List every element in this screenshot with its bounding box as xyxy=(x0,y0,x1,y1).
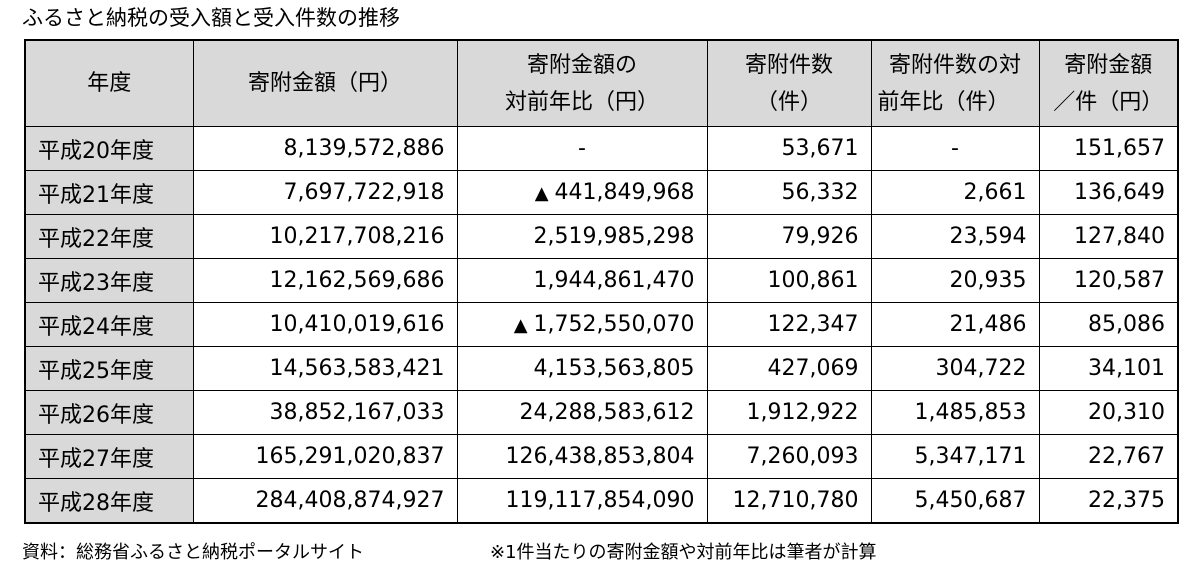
header-amount: 寄附金額（円） xyxy=(192,39,458,127)
amount-yoy-cell: ▲ 1,752,550,070 xyxy=(456,302,708,347)
per-item-cell: 22,375 xyxy=(1038,478,1179,524)
amount-yoy-cell: 126,438,853,804 xyxy=(456,434,708,479)
count-yoy-cell: 304,722 xyxy=(870,346,1040,391)
count-yoy-cell: - xyxy=(870,126,1040,171)
table-row: 平成25年度 14,563,583,421 4,153,563,805 427,069… xyxy=(24,346,1179,391)
count-cell: 427,069 xyxy=(706,346,872,391)
amount-yoy-value: 2,519,985,298 xyxy=(533,224,695,249)
year-cell: 平成25年度 xyxy=(24,346,194,391)
header-year-label: 年度 xyxy=(87,71,132,96)
table-row: 平成22年度 10,217,708,216 2,519,985,298 79,926 2… xyxy=(24,214,1179,259)
count-cell: 53,671 xyxy=(706,126,872,171)
count-yoy-cell: 21,486 xyxy=(870,302,1040,347)
amount-yoy-cell: 4,153,563,805 xyxy=(456,346,708,391)
header-count-line1: 寄附件数 xyxy=(744,52,833,78)
count-cell: 7,260,093 xyxy=(706,434,872,479)
year-cell: 平成21年度 xyxy=(24,170,194,215)
amount-cell: 7,697,722,918 xyxy=(192,170,458,215)
amount-cell: 284,408,874,927 xyxy=(192,478,458,524)
amount-yoy-value: 126,438,853,804 xyxy=(505,444,695,469)
footnote: ※1件当たりの寄附金額や対前年比は筆者が計算 xyxy=(490,542,877,563)
amount-cell: 8,139,572,886 xyxy=(192,126,458,171)
year-cell: 平成26年度 xyxy=(24,390,194,435)
per-item-cell: 85,086 xyxy=(1038,302,1179,347)
table-row: 平成21年度 7,697,722,918 ▲ 441,849,968 56,332 2,6… xyxy=(24,170,1179,215)
header-per-item: 寄附金額 ／件（円） xyxy=(1038,39,1179,127)
amount-cell: 165,291,020,837 xyxy=(192,434,458,479)
year-cell: 平成20年度 xyxy=(24,126,194,171)
header-count: 寄附件数 （件） xyxy=(706,39,872,127)
amount-cell: 38,852,167,033 xyxy=(192,390,458,435)
year-cell: 平成27年度 xyxy=(24,434,194,479)
table-row: 平成20年度 8,139,572,886-53,671-151,657 xyxy=(24,126,1179,171)
header-amount-label: 寄附金額（円） xyxy=(247,71,402,96)
table-row: 平成28年度 284,408,874,927 119,117,854,090 12,7… xyxy=(24,478,1179,524)
count-cell: 122,347 xyxy=(706,302,872,347)
per-item-cell: 34,101 xyxy=(1038,346,1179,391)
per-item-cell: 120,587 xyxy=(1038,258,1179,303)
year-cell: 平成28年度 xyxy=(24,478,194,524)
header-count-yoy-line1: 寄附件数の対 xyxy=(888,52,1021,78)
amount-yoy-value: 24,288,583,612 xyxy=(519,400,695,425)
header-row: 年度 寄附金額（円） 寄附金額の 対前年比（円） 寄附件数 （件） 寄附件数の対… xyxy=(24,39,1179,127)
amount-cell: 12,162,569,686 xyxy=(192,258,458,303)
per-item-cell: 151,657 xyxy=(1038,126,1179,171)
table-body: 平成20年度 8,139,572,886-53,671-151,657 平成21年度… xyxy=(24,126,1179,524)
furusato-nozei-table: 年度 寄附金額（円） 寄附金額の 対前年比（円） 寄附件数 （件） 寄附件数の対… xyxy=(24,39,1179,524)
table-row: 平成27年度 165,291,020,837 126,438,853,804 7,26… xyxy=(24,434,1179,479)
amount-yoy-cell: 24,288,583,612 xyxy=(456,390,708,435)
table-row: 平成23年度 12,162,569,686 1,944,861,470 100,861… xyxy=(24,258,1179,303)
decrease-marker-icon: ▲ xyxy=(513,315,528,336)
header-year: 年度 xyxy=(24,39,194,127)
header-count-yoy: 寄附件数の対 前年比（件） xyxy=(870,39,1040,127)
per-item-cell: 127,840 xyxy=(1038,214,1179,259)
header-amount-yoy-line2: 対前年比（円） xyxy=(504,89,659,115)
count-cell: 100,861 xyxy=(706,258,872,303)
count-cell: 1,912,922 xyxy=(706,390,872,435)
year-cell: 平成23年度 xyxy=(24,258,194,303)
per-item-cell: 136,649 xyxy=(1038,170,1179,215)
amount-yoy-cell: 2,519,985,298 xyxy=(456,214,708,259)
table-row: 平成26年度 38,852,167,033 24,288,583,612 1,912,… xyxy=(24,390,1179,435)
amount-yoy-value: 4,153,563,805 xyxy=(533,356,695,381)
amount-yoy-cell: 119,117,854,090 xyxy=(456,478,708,524)
count-yoy-cell: 2,661 xyxy=(870,170,1040,215)
amount-yoy-value: 1,944,861,470 xyxy=(533,268,695,293)
table-title: ふるさと納税の受入額と受入件数の推移 xyxy=(22,6,400,30)
count-yoy-cell: 23,594 xyxy=(870,214,1040,259)
count-cell: 56,332 xyxy=(706,170,872,215)
header-count-line2: （件） xyxy=(755,89,822,115)
per-item-cell: 20,310 xyxy=(1038,390,1179,435)
year-cell: 平成22年度 xyxy=(24,214,194,259)
count-yoy-cell: 1,485,853 xyxy=(870,390,1040,435)
header-amount-yoy: 寄附金額の 対前年比（円） xyxy=(456,39,708,127)
amount-yoy-value: 1,752,550,070 xyxy=(533,312,695,337)
amount-cell: 14,563,583,421 xyxy=(192,346,458,391)
year-cell: 平成24年度 xyxy=(24,302,194,347)
count-cell: 12,710,780 xyxy=(706,478,872,524)
amount-yoy-cell: 1,944,861,470 xyxy=(456,258,708,303)
table-row: 平成24年度 10,410,019,616 ▲ 1,752,550,070 122,34… xyxy=(24,302,1179,347)
header-amount-yoy-line1: 寄附金額の xyxy=(526,52,637,78)
decrease-marker-icon: ▲ xyxy=(534,183,549,204)
amount-yoy-cell: ▲ 441,849,968 xyxy=(456,170,708,215)
amount-yoy-value: 441,849,968 xyxy=(554,180,695,205)
header-per-item-line1: 寄附金額 xyxy=(1064,52,1153,78)
amount-yoy-value: 119,117,854,090 xyxy=(505,488,695,513)
amount-yoy-cell: - xyxy=(456,126,708,171)
count-yoy-cell: 5,347,171 xyxy=(870,434,1040,479)
header-per-item-line2: ／件（円） xyxy=(1053,89,1164,115)
amount-cell: 10,410,019,616 xyxy=(192,302,458,347)
count-cell: 79,926 xyxy=(706,214,872,259)
amount-cell: 10,217,708,216 xyxy=(192,214,458,259)
count-yoy-cell: 5,450,687 xyxy=(870,478,1040,524)
count-yoy-cell: 20,935 xyxy=(870,258,1040,303)
source-note: 資料：総務省ふるさと納税ポータルサイト xyxy=(22,542,364,563)
per-item-cell: 22,767 xyxy=(1038,434,1179,479)
header-count-yoy-line2: 前年比（件） xyxy=(877,89,1010,115)
